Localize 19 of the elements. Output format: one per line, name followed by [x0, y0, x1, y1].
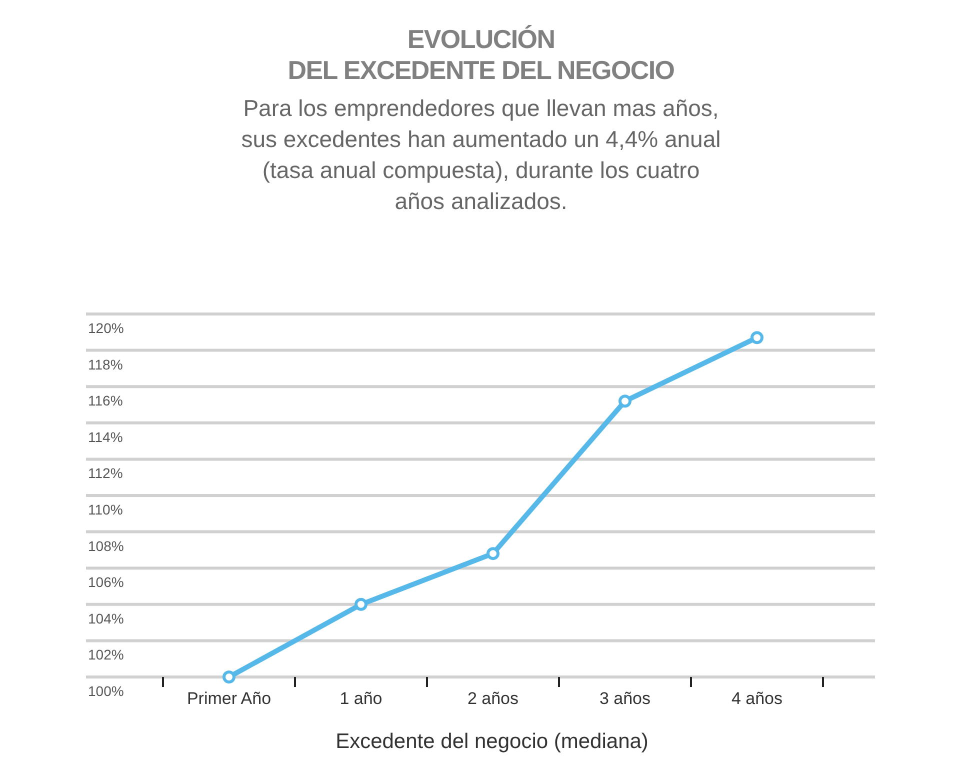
- x-tick-label: 4 años: [731, 689, 783, 708]
- y-tick-label: 114%: [88, 428, 123, 445]
- x-tick-label: Primer Año: [186, 689, 272, 708]
- x-tick-label: 3 años: [599, 689, 651, 708]
- chart-title: EVOLUCIÓN DEL EXCEDENTE DEL NEGOCIO: [288, 24, 675, 85]
- y-tick-label: 102%: [88, 646, 124, 663]
- y-tick-label: 100%: [88, 683, 124, 699]
- x-axis-title: Excedente del negocio (mediana): [336, 730, 648, 753]
- y-tick-label: 104%: [88, 610, 124, 626]
- y-tick-label: 116%: [88, 392, 123, 409]
- y-tick-label: 106%: [88, 574, 124, 590]
- x-tick-label: 1 año: [340, 689, 382, 708]
- y-tick-label: 108%: [88, 538, 124, 554]
- y-tick-label: 110%: [88, 502, 123, 518]
- x-tick-label: 2 años: [467, 689, 519, 708]
- y-tick-label: 118%: [88, 356, 123, 372]
- chart-subtitle: Para los emprendedores que llevan mas años, sus excedentes han aumentado un 4,4% anual (tasa anual compuesta), durante los cuatro años analizados.: [241, 95, 721, 214]
- y-tick-label: 112%: [88, 465, 123, 482]
- y-tick-label: 120%: [88, 320, 124, 336]
